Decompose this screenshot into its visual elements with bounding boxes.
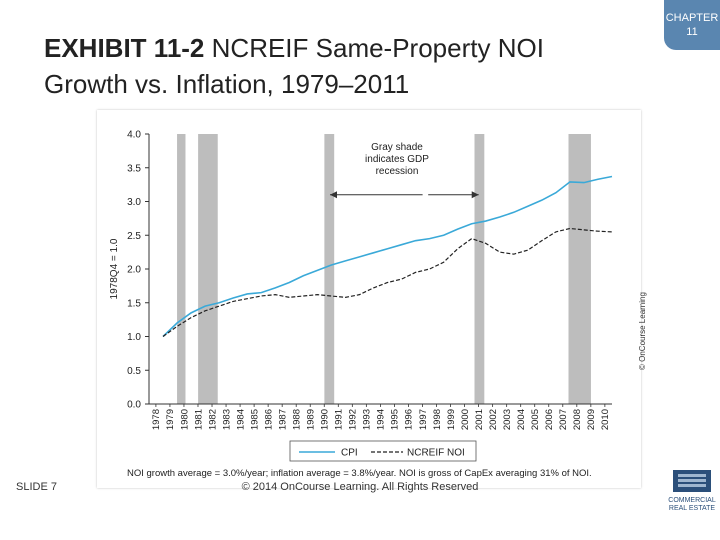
legend-label-cpi: CPI: [341, 448, 358, 459]
image-credit: © OnCourse Learning: [638, 292, 647, 370]
line-chart: 0.0 0.5 1.0 1.5 2.0 2.5 3.0 3.5 4.0 1978Q4 = 1.0 1…: [109, 130, 613, 479]
legend-box: [289, 440, 477, 462]
recession-band-4: [474, 134, 485, 404]
copyright-notice: © 2014 OnCourse Learning. All Rights Res…: [241, 481, 479, 493]
x-tick-label: 1993: [362, 409, 373, 430]
x-tick-label: 1991: [334, 409, 345, 430]
x-tick-label: 1998: [432, 409, 443, 430]
x-tick-label: 1994: [376, 409, 387, 430]
x-tick-label: 2005: [530, 409, 541, 430]
series-line-noi: [162, 227, 613, 337]
y-tick-label: 2.5: [127, 231, 141, 242]
chapter-badge: CHAPTER 11: [664, 0, 720, 50]
x-tick-label: 1995: [390, 409, 401, 430]
x-tick-label: 2006: [544, 409, 555, 430]
x-tick-label: 1979: [165, 409, 176, 430]
series-line-cpi: [162, 175, 613, 338]
y-axis-label: 1978Q4 = 1.0: [109, 238, 120, 299]
annotation-line: Gray shade: [371, 142, 423, 153]
y-tick-label: 4.0: [127, 130, 141, 141]
x-tick-label: 2010: [600, 409, 611, 430]
legend-label-noi: NCREIF NOI: [407, 448, 465, 459]
chapter-label: CHAPTER: [665, 12, 719, 24]
recession-band-3: [324, 134, 335, 404]
x-tick-label: 2001: [474, 409, 485, 430]
x-tick-label: 1983: [221, 409, 232, 430]
x-tick-label: 1982: [207, 409, 218, 430]
annotation-line: indicates GDP: [365, 154, 429, 165]
x-tick-label: 1996: [404, 409, 415, 430]
arrow-head-right: [471, 191, 479, 199]
y-tick-label: 2.0: [127, 265, 141, 276]
x-tick-label: 2007: [558, 409, 569, 430]
logo-text-2: REAL ESTATE: [669, 505, 715, 512]
x-tick-label: 1988: [292, 409, 303, 430]
chart-panel: 0.0 0.5 1.0 1.5 2.0 2.5 3.0 3.5 4.0 1978Q4 = 1.0 1…: [97, 110, 641, 488]
x-tick-label: 2009: [586, 409, 597, 430]
recession-band-1: [177, 134, 186, 404]
slide-number: SLIDE 7: [16, 481, 57, 493]
x-tick-label: 2004: [516, 409, 527, 430]
x-tick-label: 1981: [193, 409, 204, 430]
x-tick-label: 1985: [249, 409, 260, 430]
slide-title: EXHIBIT 11-2 NCREIF Same-Property NOI Gr…: [44, 30, 604, 102]
y-tick-label: 1.5: [127, 298, 141, 309]
logo-text-1: COMMERCIAL: [668, 497, 716, 504]
y-tick-label: 0.5: [127, 366, 141, 377]
y-tick-label: 3.0: [127, 197, 141, 208]
x-tick-label: 1986: [263, 409, 274, 430]
x-tick-label: 1984: [235, 409, 246, 430]
x-tick-label: 1978: [151, 409, 162, 430]
chart-footnote: NOI growth average = 3.0%/year; inflatio…: [127, 468, 592, 479]
x-tick-label: 1989: [306, 409, 317, 430]
recession-band-5: [568, 134, 591, 404]
y-tick-label: 1.0: [127, 332, 141, 343]
y-tick-label: 0.0: [127, 400, 141, 411]
x-tick-label: 2008: [572, 409, 583, 430]
annotation-box: [361, 138, 433, 178]
title-text: NCREIF Same-Property NOI Growth vs. Infl…: [44, 33, 544, 99]
x-tick-label: 1999: [446, 409, 457, 430]
y-tick-label: 3.5: [127, 163, 141, 174]
x-tick-label: 1990: [320, 409, 331, 430]
x-tick-label: 2003: [502, 409, 513, 430]
x-tick-label: 1992: [348, 409, 359, 430]
chapter-number: 11: [686, 26, 698, 38]
x-tick-label: 2000: [460, 409, 471, 430]
arrow-head-left: [329, 191, 337, 199]
x-tick-label: 1997: [418, 409, 429, 430]
publisher-logo: COMMERCIAL REAL ESTATE: [668, 470, 716, 512]
title-exhibit-number: EXHIBIT 11-2: [44, 33, 205, 63]
annotation-line: recession: [376, 166, 419, 177]
x-tick-label: 1987: [277, 409, 288, 430]
recession-band-2: [198, 134, 218, 404]
x-tick-label: 1980: [179, 409, 190, 430]
x-tick-label: 2002: [488, 409, 499, 430]
